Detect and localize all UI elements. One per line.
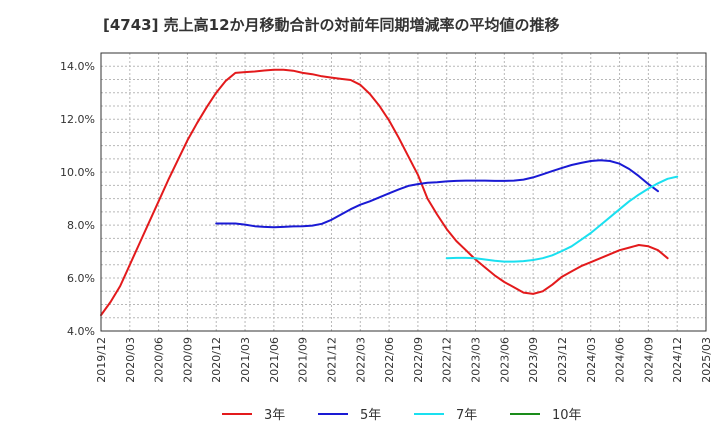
x-tick-label: 2023/03 (470, 337, 483, 383)
x-tick-label: 2024/03 (585, 337, 598, 383)
x-tick-label: 2023/12 (556, 337, 569, 383)
x-tick-label: 2024/12 (671, 337, 684, 383)
series-line-5年 (215, 159, 659, 229)
y-tick-label: 10.0% (60, 166, 95, 179)
x-tick-label: 2020/03 (124, 337, 137, 383)
legend-label-5年: 5年 (360, 408, 381, 423)
x-tick-label: 2025/03 (700, 337, 713, 383)
plot-border (100, 52, 707, 332)
y-tick-label: 4.0% (67, 325, 95, 338)
x-tick-label: 2021/09 (297, 337, 310, 383)
x-tick-label: 2023/06 (498, 337, 511, 383)
x-tick-label: 2021/06 (268, 337, 281, 383)
series-line-7年 (445, 175, 679, 263)
x-axis: 2019/12 2020/03 2020/06 2020/09 2020/12 2021/… (95, 337, 713, 383)
y-tick-label: 8.0% (67, 219, 95, 232)
x-tick-label: 2022/09 (412, 337, 425, 383)
grid-lines (101, 53, 706, 331)
x-tick-label: 2023/09 (527, 337, 540, 383)
x-tick-label: 2022/03 (354, 337, 367, 383)
x-tick-label: 2020/09 (181, 337, 194, 383)
y-tick-label: 6.0% (67, 272, 95, 285)
series-line-3年 (100, 68, 669, 317)
x-tick-label: 2020/12 (210, 337, 223, 383)
chart-title: [4743] 売上高12か月移動合計の対前年同期増減率の平均値の推移 (103, 16, 560, 34)
y-tick-label: 12.0% (60, 113, 95, 126)
legend-label-10年: 10年 (552, 408, 582, 423)
x-tick-label: 2024/06 (614, 337, 627, 383)
x-tick-label: 2024/09 (642, 337, 655, 383)
x-tick-label: 2021/12 (325, 337, 338, 383)
y-tick-label: 14.0% (60, 60, 95, 73)
x-tick-label: 2022/12 (441, 337, 454, 383)
x-tick-label: 2021/03 (239, 337, 252, 383)
x-tick-label: 2022/06 (383, 337, 396, 383)
plot-area (101, 53, 706, 331)
legend-label-3年: 3年 (264, 408, 285, 423)
y-axis: 4.0% 6.0% 8.0% 10.0% 12.0% 14.0% (60, 60, 95, 338)
x-tick-label: 2020/06 (153, 337, 166, 383)
legend-label-7年: 7年 (456, 408, 477, 423)
series-lines (100, 68, 679, 317)
legend: 3年 5年 7年 10年 (222, 408, 582, 423)
x-tick-label: 2019/12 (95, 337, 108, 383)
